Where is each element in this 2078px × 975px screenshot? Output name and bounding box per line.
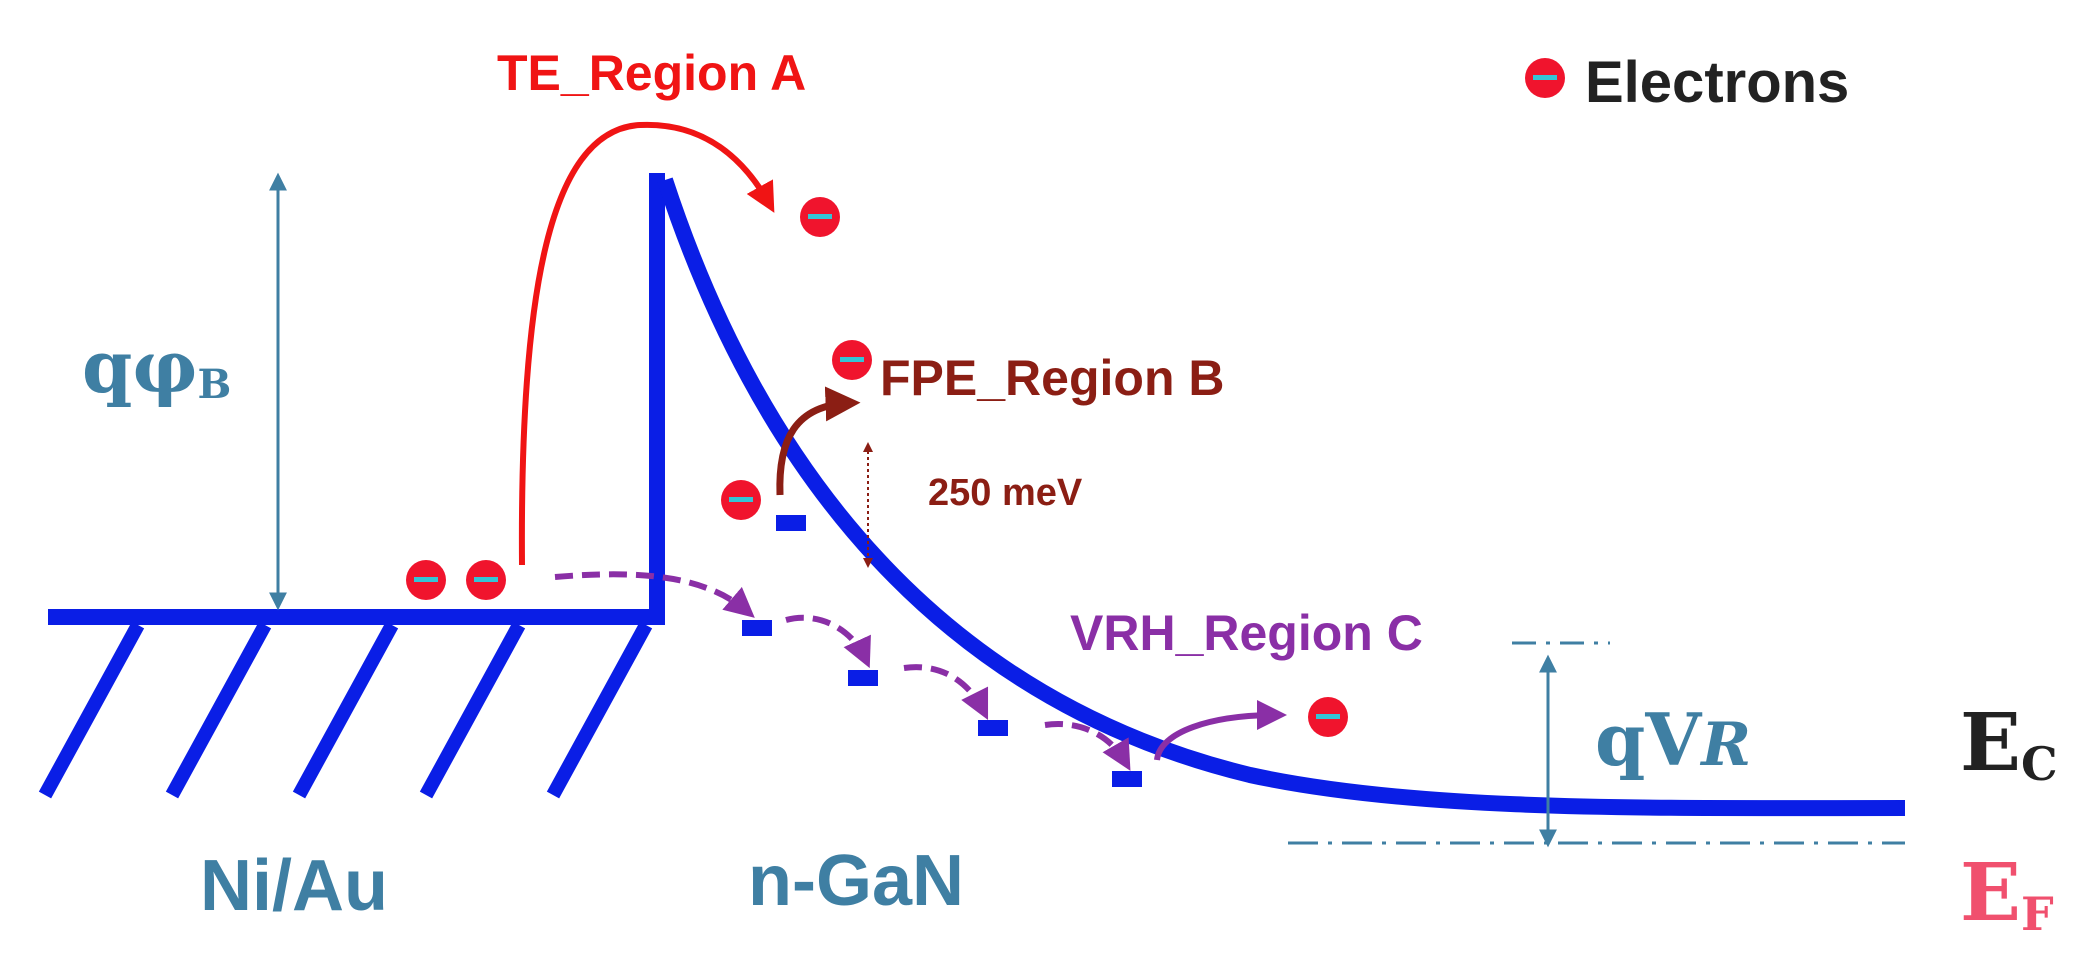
electron [1308, 697, 1348, 737]
semiconductor-label: n-GaN [748, 841, 964, 921]
conduction-band-label: EC [1960, 695, 2058, 791]
ec-main: E [1960, 695, 2021, 789]
electron [406, 560, 446, 600]
barrier-phi: φ [132, 324, 197, 409]
fpe-region-label: FPE_Region B [880, 350, 1224, 406]
fpe-arrow [776, 386, 861, 496]
electron [721, 480, 761, 520]
ef-main: E [1960, 845, 2021, 939]
electron [466, 560, 506, 600]
trap-states [742, 515, 1142, 787]
vrh-hopping-arrows [554, 571, 1131, 771]
electron [800, 197, 840, 237]
barrier-q: q [82, 324, 132, 409]
electron [832, 340, 872, 380]
fermi-level-label: EF [1960, 845, 2054, 941]
reverse-bias-q: qV [1595, 697, 1702, 782]
energy-label: 250 meV [928, 472, 1083, 514]
reverse-bias-label: qVR [1595, 697, 1751, 782]
metal-label: Ni/Au [200, 846, 388, 926]
te-arrow [518, 121, 775, 566]
vrh-region-label: VRH_Region C [1070, 605, 1423, 661]
barrier-height-label: qφB [82, 324, 231, 409]
barrier-sub: B [198, 361, 232, 408]
legend-label: Electrons [1585, 50, 1849, 115]
ec-sub: C [2021, 737, 2058, 791]
metal-hatching [38, 621, 653, 799]
vrh-exit-arrow [1154, 700, 1287, 761]
te-region-label: TE_Region A [497, 45, 806, 101]
ef-sub: F [2021, 887, 2054, 941]
electron-icon [1525, 58, 1565, 98]
reverse-bias-sub: R [1699, 710, 1751, 780]
conduction-band-curve [657, 177, 1906, 817]
